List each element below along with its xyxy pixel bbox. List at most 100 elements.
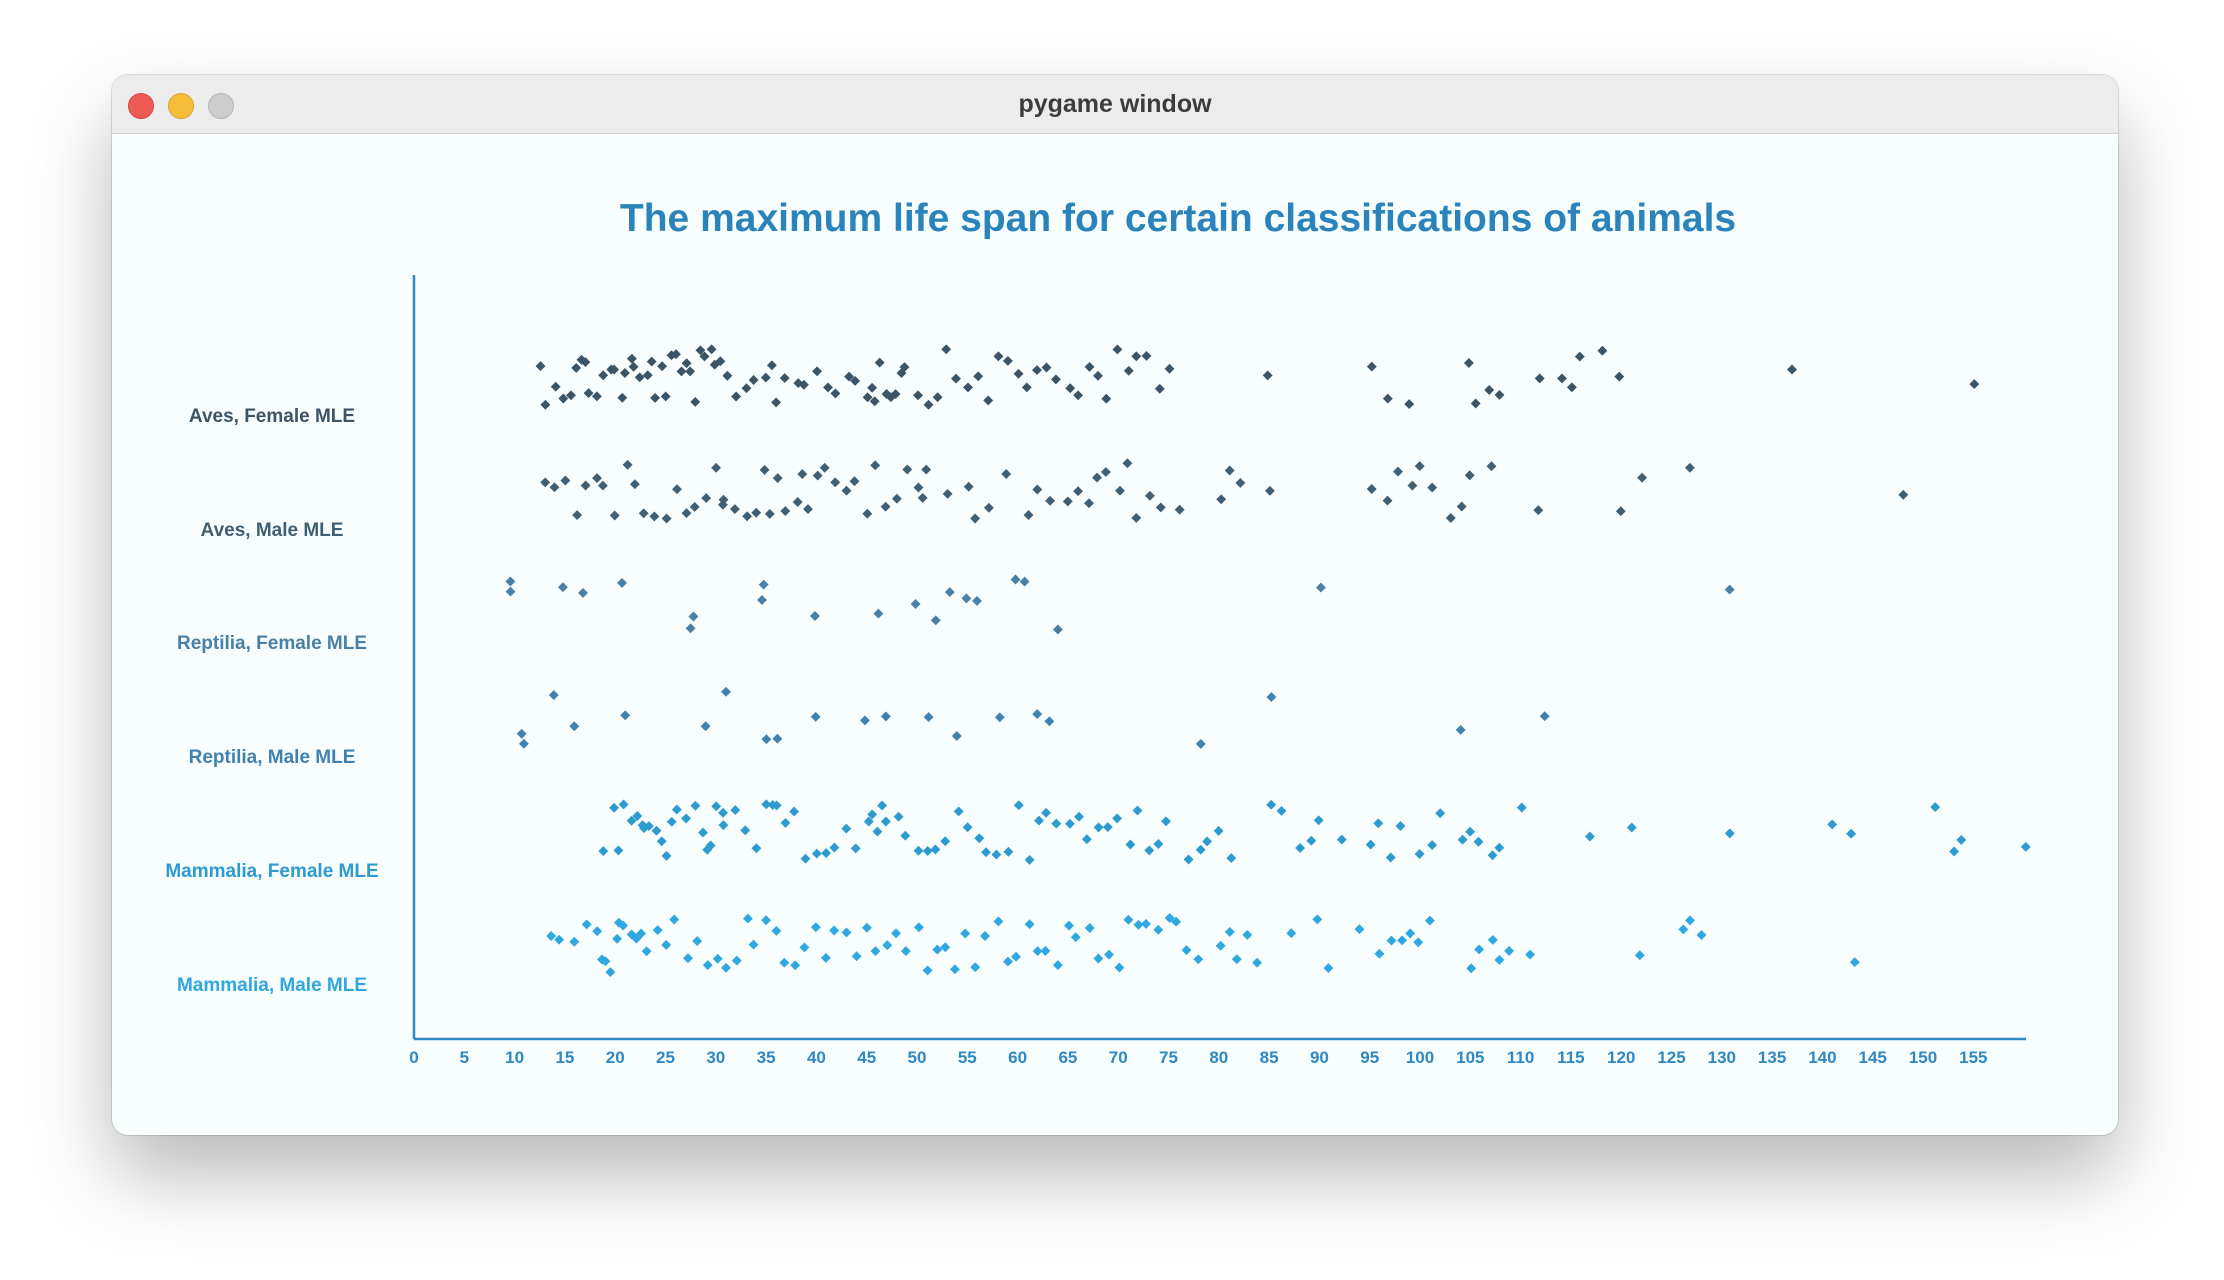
data-point [1102, 822, 1113, 833]
data-point [1486, 461, 1497, 472]
data-point [820, 952, 831, 963]
data-point [799, 942, 810, 953]
x-tick-label: 20 [606, 1048, 625, 1067]
data-point [718, 820, 729, 831]
data-point [891, 928, 901, 939]
data-point [629, 479, 640, 490]
data-point [798, 379, 809, 390]
series-3 [516, 686, 1550, 749]
data-point [740, 825, 751, 836]
data-point [600, 956, 611, 967]
series-2 [505, 574, 1735, 635]
data-point [1202, 836, 1213, 847]
data-point [1065, 383, 1076, 394]
category-label: Mammalia, Female MLE [165, 861, 378, 882]
minimize-button[interactable] [168, 93, 194, 119]
data-point [1003, 956, 1013, 967]
data-point [695, 345, 706, 356]
data-point [1010, 574, 1021, 585]
data-point [849, 476, 860, 487]
data-point [953, 806, 964, 817]
data-point [1487, 934, 1498, 945]
data-point [721, 962, 731, 973]
data-point [1494, 842, 1505, 853]
data-point [642, 370, 653, 381]
data-point [597, 480, 608, 491]
x-tick-label: 110 [1507, 1048, 1534, 1067]
data-point [1195, 844, 1206, 855]
data-point [683, 953, 693, 964]
data-point [993, 351, 1004, 362]
data-point [1313, 815, 1324, 826]
data-point [779, 373, 790, 384]
data-point [880, 711, 891, 722]
category-label: Reptilia, Male MLE [189, 747, 356, 768]
data-point [1153, 924, 1164, 935]
data-point [983, 502, 994, 513]
x-tick-label: 90 [1310, 1048, 1329, 1067]
axes [412, 275, 2026, 1041]
x-tick-label: 5 [460, 1048, 469, 1067]
data-point [913, 390, 923, 401]
data-point [1084, 498, 1094, 509]
data-point [900, 830, 911, 841]
data-point [1455, 724, 1466, 735]
data-point [619, 368, 630, 378]
data-point [1397, 935, 1408, 946]
data-point [764, 508, 775, 519]
data-point [620, 710, 631, 721]
x-tick-label: 60 [1008, 1048, 1027, 1067]
series-1 [540, 458, 1909, 524]
close-button[interactable] [128, 93, 154, 119]
data-point [970, 962, 981, 973]
data-point [1052, 624, 1063, 635]
data-point [960, 928, 971, 939]
data-point [1504, 945, 1515, 956]
data-point [829, 925, 840, 936]
data-point [1354, 924, 1365, 935]
data-point [711, 462, 722, 473]
data-point [1846, 828, 1857, 839]
data-point [779, 957, 790, 968]
data-point [823, 382, 833, 393]
data-point [1473, 836, 1484, 847]
data-point [862, 508, 873, 519]
data-point [646, 356, 657, 367]
data-point [1144, 845, 1155, 856]
data-point [830, 388, 841, 399]
data-point [657, 361, 668, 372]
data-point [1312, 914, 1323, 925]
data-point [1969, 379, 1980, 390]
data-point [661, 939, 672, 950]
data-point [592, 473, 602, 484]
title-bar: pygame window [112, 75, 2118, 134]
data-point [546, 931, 557, 941]
data-point [810, 711, 821, 722]
maximize-button[interactable] [208, 93, 234, 119]
data-point [681, 813, 692, 824]
data-point [598, 846, 609, 857]
category-label: Reptilia, Female MLE [177, 633, 367, 654]
data-point [578, 587, 588, 598]
data-point [1787, 364, 1797, 375]
data-point [1032, 484, 1043, 495]
data-point [809, 611, 820, 621]
data-point [1195, 738, 1206, 749]
data-point [1112, 813, 1123, 824]
data-point [1678, 924, 1689, 935]
data-point [1101, 393, 1112, 404]
data-point [1024, 854, 1035, 865]
x-tick-label: 145 [1859, 1048, 1887, 1067]
data-point [643, 821, 654, 832]
data-point [569, 721, 580, 732]
data-point [1044, 716, 1055, 727]
data-point [877, 800, 888, 811]
x-tick-label: 100 [1406, 1048, 1434, 1067]
data-point [1427, 840, 1438, 851]
data-point [1407, 480, 1418, 491]
data-point [1112, 344, 1123, 355]
x-tick-label: 135 [1758, 1048, 1786, 1067]
data-point [1614, 371, 1625, 382]
x-tick-label: 0 [409, 1048, 418, 1067]
data-point [1181, 945, 1192, 956]
